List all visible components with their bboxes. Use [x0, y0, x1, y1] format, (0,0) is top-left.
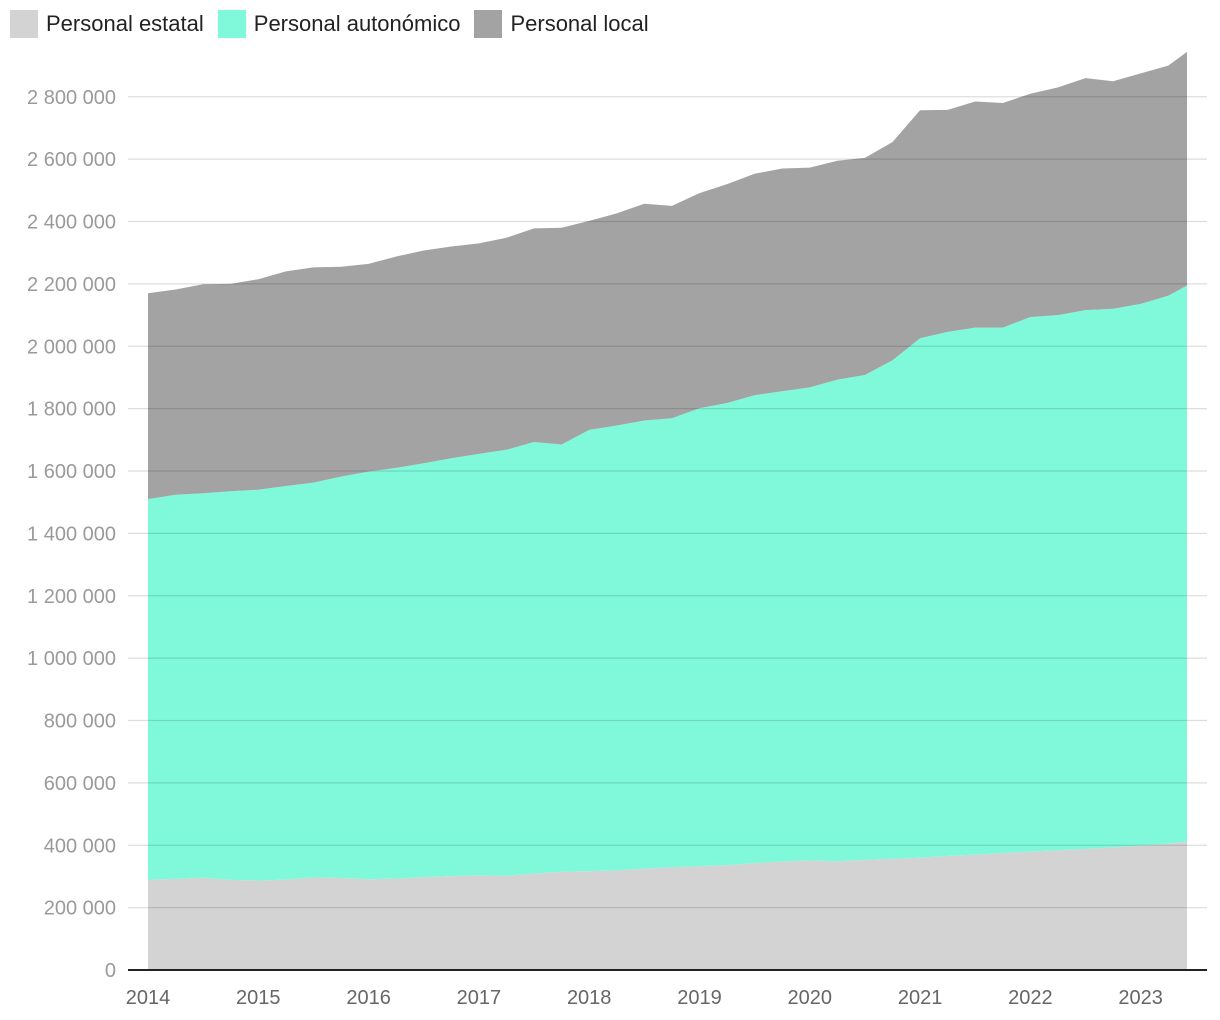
y-tick-label: 2 800 000 [27, 87, 116, 109]
x-tick-label: 2022 [1008, 987, 1053, 1009]
area-series-1 [148, 285, 1187, 881]
legend-label: Personal estatal [46, 11, 204, 36]
y-tick-label: 2 000 000 [27, 336, 116, 358]
y-tick-label: 2 600 000 [27, 149, 116, 171]
x-tick-label: 2020 [788, 987, 833, 1009]
legend-label: Personal local [510, 11, 649, 36]
gridlines-overlay [128, 96, 1207, 909]
y-tick-label: 2 400 000 [27, 212, 116, 234]
legend-swatch [217, 10, 246, 38]
y-tick-label: 1 400 000 [27, 523, 116, 545]
x-tick-label: 2018 [567, 987, 612, 1009]
y-tick-label: 600 000 [44, 773, 116, 795]
y-tick-label: 200 000 [44, 898, 116, 920]
legend-item-0: Personal estatal [10, 10, 204, 38]
area-series [148, 51, 1187, 970]
area-series-0 [148, 841, 1187, 970]
x-tick-label: 2021 [898, 987, 943, 1009]
y-tick-label: 800 000 [44, 711, 116, 733]
x-tick-label: 2016 [346, 987, 391, 1009]
y-tick-label: 1 800 000 [27, 399, 116, 421]
legend-swatch [474, 10, 503, 38]
x-tick-label: 2023 [1118, 987, 1163, 1009]
x-tick-label: 2019 [677, 987, 722, 1009]
legend-swatch [10, 10, 38, 38]
y-tick-label: 1 200 000 [27, 586, 116, 608]
legend-item-2: Personal local [474, 10, 649, 38]
legend: Personal estatal Personal autonómico Perso… [10, 10, 649, 38]
legend-item-1: Personal autonómico [217, 10, 461, 38]
x-axis-ticks: 2014 2015 2016 2017 2018 2019 2020 2021 2022 2023 [126, 987, 1163, 1009]
legend-label: Personal autonómico [253, 11, 461, 36]
x-tick-label: 2017 [457, 987, 502, 1009]
y-tick-label: 400 000 [44, 835, 116, 857]
area-series-2 [148, 51, 1187, 500]
x-tick-label: 2015 [236, 987, 281, 1009]
x-tick-label: 2014 [126, 987, 171, 1009]
y-tick-label: 0 [105, 960, 116, 982]
y-axis-ticks: 0 200 000 400 000 600 000 800 000 1 000 000 1 … [27, 87, 116, 982]
y-tick-label: 1 600 000 [27, 461, 116, 483]
y-tick-label: 1 000 000 [27, 648, 116, 670]
y-tick-label: 2 200 000 [27, 274, 116, 296]
